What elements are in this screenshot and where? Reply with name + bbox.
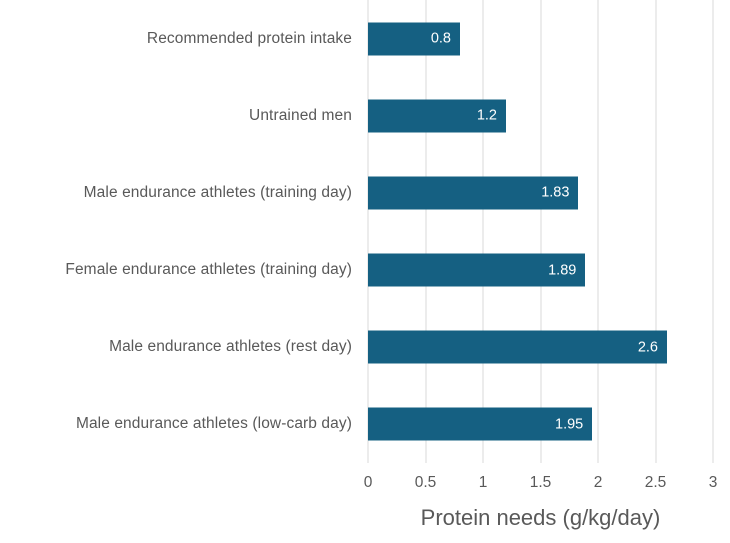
chart-row: Male endurance athletes (training day) 1.… — [0, 154, 730, 231]
category-label: Male endurance athletes (training day) — [83, 183, 352, 201]
x-tick-label-0: 0 — [363, 474, 373, 491]
bar-area: 1.83 — [368, 154, 713, 231]
gridline-2 — [597, 0, 599, 463]
category-label: Untrained men — [249, 106, 352, 124]
bar: 2.6 — [368, 330, 667, 364]
bar: 1.95 — [368, 407, 593, 441]
chart-row: Male endurance athletes (low-carb day) 1.… — [0, 386, 730, 463]
bar-area: 1.89 — [368, 232, 713, 309]
chart-rows: Recommended protein intake 0.8 Untrained m… — [0, 0, 730, 463]
chart-row: Recommended protein intake 0.8 — [0, 0, 730, 77]
data-label: 1.2 — [476, 107, 497, 124]
x-tick-label-0.5: 0.5 — [414, 474, 437, 491]
gridline-0.5 — [425, 0, 426, 463]
gridline-3 — [712, 0, 714, 463]
gridline-2.5 — [655, 0, 656, 463]
data-label: 0.8 — [430, 30, 451, 47]
data-label: 1.83 — [541, 184, 570, 201]
x-tick-label-2: 2 — [593, 474, 603, 491]
data-label: 1.89 — [548, 262, 577, 279]
x-tick-label-3: 3 — [708, 474, 718, 491]
bar-area: 0.8 — [368, 0, 713, 77]
gridline-1 — [482, 0, 484, 463]
category-label: Male endurance athletes (low-carb day) — [75, 415, 352, 433]
x-tick-label-1: 1 — [478, 474, 488, 491]
bar: 1.2 — [368, 99, 506, 133]
data-label: 2.6 — [637, 339, 658, 356]
x-axis-title: Protein needs (g/kg/day) — [420, 505, 661, 530]
x-axis-tick-labels: 0 0.5 1 1.5 2 2.5 3 — [364, 474, 718, 494]
bar: 0.8 — [368, 22, 460, 56]
bar-area: 2.6 — [368, 309, 713, 386]
gridline-0 — [367, 0, 369, 463]
bar-area: 1.95 — [368, 386, 713, 463]
x-tick-label-2.5: 2.5 — [644, 474, 667, 491]
bar: 1.83 — [368, 176, 579, 210]
plot-area — [367, 0, 714, 463]
data-label: 1.95 — [555, 416, 584, 433]
x-tick-label-1.5: 1.5 — [529, 474, 552, 491]
chart-row: Untrained men 1.2 — [0, 77, 730, 154]
chart-row: Female endurance athletes (training day)… — [0, 232, 730, 309]
chart-row: Male endurance athletes (rest day) 2.6 — [0, 309, 730, 386]
category-label: Male endurance athletes (rest day) — [109, 338, 352, 356]
category-label: Female endurance athletes (training day) — [65, 261, 352, 279]
category-label: Recommended protein intake — [146, 29, 352, 47]
gridline-1.5 — [540, 0, 541, 463]
bar-area: 1.2 — [368, 77, 713, 154]
bar: 1.89 — [368, 253, 586, 287]
